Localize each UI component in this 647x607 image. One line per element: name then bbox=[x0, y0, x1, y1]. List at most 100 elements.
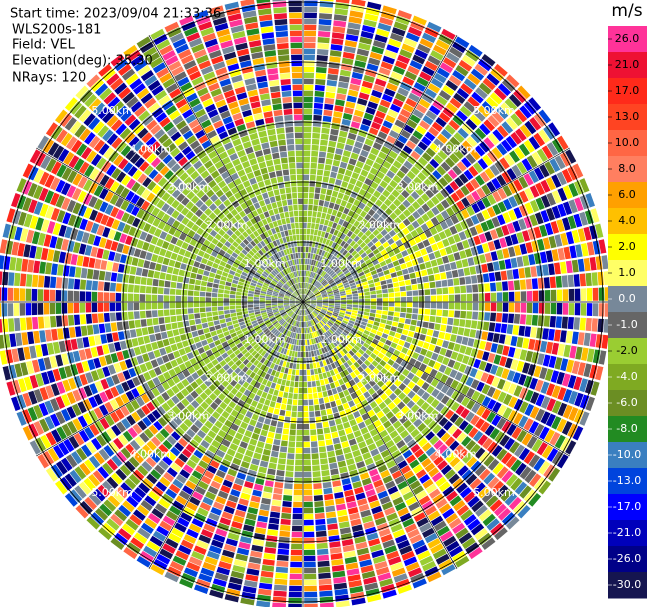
radar-gate bbox=[458, 532, 473, 545]
radar-gate bbox=[300, 315, 302, 322]
radar-gate bbox=[335, 179, 342, 186]
radar-gate bbox=[345, 311, 352, 315]
radar-gate bbox=[121, 381, 130, 392]
radar-gate bbox=[301, 334, 303, 340]
radar-gate bbox=[461, 469, 473, 481]
radar-gate bbox=[353, 430, 362, 438]
radar-gate bbox=[388, 444, 398, 454]
radar-gate bbox=[183, 506, 195, 517]
radar-gate bbox=[276, 219, 282, 226]
radar-gate bbox=[238, 498, 249, 506]
radar-gate bbox=[217, 297, 224, 302]
radar-gate bbox=[61, 238, 69, 251]
radar-gate bbox=[305, 339, 308, 346]
radar-gate bbox=[288, 603, 302, 607]
radar-gate bbox=[284, 294, 291, 297]
radar-gate bbox=[265, 305, 272, 308]
radar-gate bbox=[303, 411, 309, 418]
radar-gate bbox=[344, 315, 350, 320]
radar-gate bbox=[213, 371, 221, 379]
radar-gate bbox=[104, 401, 114, 413]
radar-gate bbox=[304, 0, 318, 7]
radar-gate bbox=[218, 314, 225, 320]
radar-gate bbox=[533, 423, 545, 437]
radar-gate bbox=[206, 312, 213, 317]
radar-gate bbox=[400, 360, 408, 368]
radar-gate bbox=[43, 289, 50, 301]
radar-gate bbox=[159, 347, 167, 356]
radar-gate bbox=[282, 328, 287, 335]
radar-gate bbox=[166, 398, 176, 409]
radar-gate bbox=[168, 368, 177, 378]
radar-gate bbox=[223, 543, 237, 553]
radar-gate bbox=[132, 376, 141, 387]
radar-gate bbox=[327, 310, 333, 314]
radar-gate bbox=[314, 193, 320, 200]
radar-gate bbox=[242, 381, 250, 389]
radar-gate bbox=[318, 322, 323, 328]
radar-gate bbox=[250, 495, 261, 503]
radar-gate bbox=[271, 304, 278, 307]
radar-gate bbox=[356, 547, 370, 556]
radar-gate bbox=[303, 483, 313, 490]
radar-gate bbox=[133, 248, 142, 258]
radar-gate bbox=[328, 329, 334, 335]
radar-gate bbox=[317, 37, 330, 44]
radar-gate bbox=[465, 439, 477, 451]
radar-gate bbox=[400, 334, 407, 341]
radar-gate bbox=[290, 312, 295, 318]
radar-gate bbox=[445, 325, 453, 333]
radar-gate bbox=[430, 543, 444, 554]
radar-gate bbox=[267, 347, 273, 354]
radar-gate bbox=[261, 391, 268, 399]
radar-gate bbox=[259, 384, 266, 391]
radar-gate bbox=[412, 578, 427, 589]
radar-gate bbox=[182, 340, 189, 348]
radar-gate bbox=[154, 464, 166, 476]
radar-gate bbox=[233, 323, 240, 328]
radar-gate bbox=[310, 302, 317, 304]
radar-gate bbox=[235, 359, 242, 367]
radar-gate bbox=[393, 316, 400, 322]
radar-gate bbox=[389, 415, 398, 425]
radar-gate bbox=[214, 397, 222, 406]
radar-gate bbox=[278, 308, 285, 311]
radar-gate bbox=[187, 302, 194, 308]
radar-gate bbox=[47, 342, 55, 355]
radar-gate bbox=[296, 435, 303, 442]
radar-gate bbox=[301, 304, 303, 310]
radar-gate bbox=[201, 275, 209, 282]
radar-gate bbox=[278, 294, 284, 297]
radar-gate bbox=[256, 124, 266, 132]
radar-gate bbox=[147, 244, 156, 253]
radar-gate bbox=[198, 460, 209, 470]
radar-gate bbox=[273, 189, 280, 196]
radar-gate bbox=[579, 317, 586, 331]
radar-gate bbox=[110, 241, 119, 251]
radar-gate bbox=[255, 446, 264, 454]
radar-gate bbox=[283, 300, 290, 302]
radar-gate bbox=[283, 302, 290, 304]
radar-gate bbox=[352, 307, 359, 311]
radar-gate bbox=[268, 313, 274, 318]
radar-gate bbox=[272, 357, 278, 364]
radar-gate bbox=[87, 359, 96, 371]
radar-gate bbox=[252, 489, 262, 497]
radar-gate bbox=[310, 156, 318, 163]
radar-gate bbox=[537, 315, 544, 327]
radar-gate bbox=[319, 361, 324, 367]
radar-gate bbox=[343, 421, 351, 429]
radar-gate bbox=[422, 357, 431, 365]
radar-gate bbox=[194, 313, 201, 319]
radar-gate bbox=[457, 465, 469, 477]
radar-gate bbox=[283, 335, 288, 342]
radar-gate bbox=[325, 358, 331, 365]
radar-gate bbox=[468, 547, 483, 560]
radar-gate bbox=[145, 361, 153, 371]
radar-gate bbox=[175, 495, 188, 506]
radar-gate bbox=[339, 312, 345, 316]
radar-gate bbox=[366, 323, 373, 328]
radar-gate bbox=[332, 313, 338, 318]
radar-gate bbox=[277, 332, 283, 339]
radar-gate bbox=[62, 315, 69, 327]
